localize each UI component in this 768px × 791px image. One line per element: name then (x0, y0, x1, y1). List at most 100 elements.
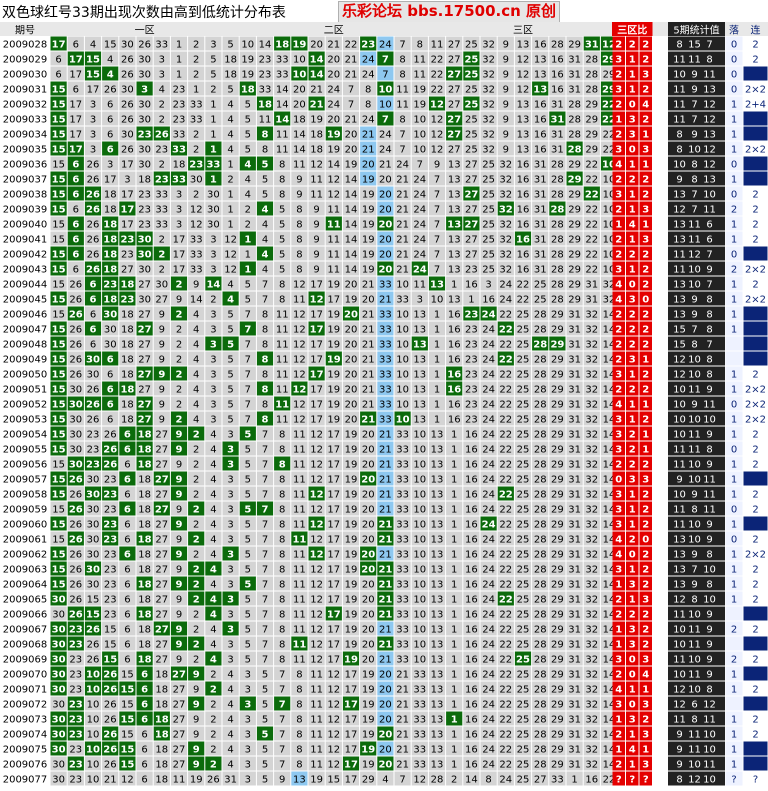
number-value: 3 (227, 565, 233, 576)
number-value: 24 (413, 175, 426, 186)
number-value: 7 (262, 550, 268, 561)
ratio-value: 2 (629, 610, 636, 621)
number-value: 17 (120, 205, 134, 216)
number-cell (377, 36, 394, 51)
stat-value: 11 (673, 265, 686, 276)
stat-value: 13 (703, 130, 716, 141)
number-value: 29 (551, 535, 564, 546)
number-value: 31 (568, 460, 581, 471)
drop-value: 1 (731, 595, 737, 606)
number-value: 30 (207, 220, 220, 231)
number-value: 2 (210, 745, 216, 756)
number-cell (325, 96, 342, 111)
number-cell (480, 141, 497, 156)
issue-label: 2009054 (3, 430, 48, 441)
number-value: 13 (431, 760, 444, 771)
number-cell (446, 111, 463, 126)
stat-value: 11 (688, 445, 701, 456)
number-value: 26 (69, 340, 82, 351)
ratio-value: 2 (642, 415, 649, 426)
ratio-value: 0 (629, 100, 636, 111)
number-value: 31 (568, 595, 581, 606)
number-value: 29 (551, 415, 564, 426)
number-value: 27 (464, 190, 478, 201)
number-value: 11 (310, 700, 323, 711)
number-value: 8 (296, 250, 302, 261)
number-value: 25 (517, 565, 530, 576)
stat-value: 13 (673, 220, 686, 231)
number-value: 9 (193, 670, 200, 681)
number-value: 7 (348, 100, 354, 111)
ratio-value: 3 (642, 70, 649, 81)
number-value: 33 (190, 250, 203, 261)
drop-cell (725, 51, 743, 66)
drop-cell (725, 81, 743, 96)
number-value: 15 (52, 190, 66, 201)
ratio-value: 3 (615, 415, 622, 426)
number-value: 1 (227, 190, 233, 201)
number-value: 23 (465, 340, 478, 351)
number-cell (239, 126, 256, 141)
ratio-value: 3 (629, 625, 636, 636)
number-value: 32 (499, 250, 512, 261)
number-cell (428, 141, 446, 156)
header-ratio-bg (612, 22, 653, 36)
ratio-value: 1 (642, 400, 649, 411)
number-value: 15 (86, 55, 100, 66)
number-value: 8 (279, 655, 285, 666)
number-value: 6 (141, 775, 147, 786)
number-value: 32 (585, 370, 598, 381)
number-value: 21 (310, 100, 324, 111)
number-value: 17 (310, 370, 324, 381)
issue-label: 2009051 (3, 385, 48, 396)
issue-label: 2009030 (3, 70, 48, 81)
stat-value: 12 (673, 370, 686, 381)
consec-value: 2 (752, 460, 758, 471)
number-value: 17 (69, 145, 83, 156)
number-value: 19 (345, 520, 358, 531)
ratio-value: 2 (615, 760, 622, 771)
number-value: 2 (193, 430, 200, 441)
number-value: 12 (310, 535, 323, 546)
number-value: 2 (193, 145, 199, 156)
number-value: 19 (345, 460, 358, 471)
stat-value: 13 (703, 175, 716, 186)
number-value: 18 (104, 190, 117, 201)
number-value: 19 (310, 115, 323, 126)
number-value: 27 (155, 655, 168, 666)
drop-value: 1 (731, 460, 737, 471)
number-cell (188, 66, 205, 81)
number-value: 16 (448, 415, 461, 426)
number-value: 29 (551, 370, 564, 381)
drop-value: 1 (731, 490, 737, 501)
number-value: 22 (499, 640, 512, 651)
number-value: 30 (207, 190, 220, 201)
number-value: 10 (396, 340, 409, 351)
number-value: 25 (517, 760, 530, 771)
number-value: 23 (465, 400, 478, 411)
number-value: 33 (379, 325, 392, 336)
number-value: 4 (227, 145, 233, 156)
number-value: 29 (551, 640, 564, 651)
ratio-value: ? (616, 775, 622, 786)
number-value: 16 (465, 610, 478, 621)
number-cell (463, 66, 480, 81)
number-value: 9 (176, 610, 182, 621)
number-value: 16 (465, 700, 478, 711)
number-value: 16 (517, 205, 530, 216)
stat-value: 11 (688, 745, 701, 756)
number-value: 22 (585, 250, 598, 261)
stat-value: 10 (673, 415, 686, 426)
table-svg: 期号 一区 二区 三区 三区比 5期统计值落连2009028 17 6 4 15 30 26 33 1 2 3… (0, 22, 768, 786)
number-value: 17 (345, 775, 358, 786)
number-value: 30 (52, 610, 65, 621)
number-cell (394, 96, 411, 111)
stat-value: 11 (703, 490, 716, 501)
number-cell (84, 81, 102, 96)
consec-cell (743, 246, 768, 261)
number-value: 8 (365, 85, 371, 96)
number-value: 31 (568, 355, 581, 366)
number-value: 25 (517, 595, 530, 606)
number-value: 4 (210, 580, 216, 591)
consec-cell (743, 306, 768, 321)
